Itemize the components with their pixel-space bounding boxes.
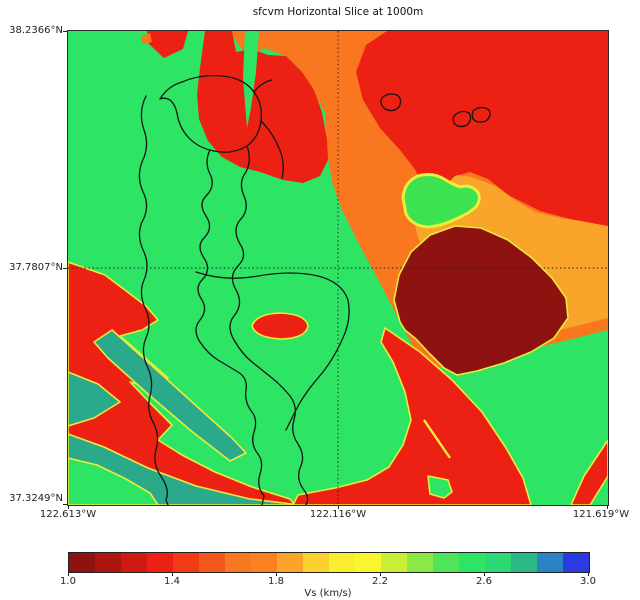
colorbar-tick-mark (276, 572, 277, 576)
region-southwest-red (68, 261, 296, 505)
region-top-red-patch (147, 31, 188, 58)
island-outline-3 (471, 106, 491, 123)
colorbar-segment (381, 553, 407, 572)
region-top-orange-sliver (141, 33, 152, 44)
colorbar-segment (563, 553, 589, 572)
region-green-corner (68, 457, 159, 505)
region-green-wedge (243, 31, 259, 128)
lon-tick-label-right: 121.619°W (572, 509, 630, 520)
region-center-red-band (292, 327, 532, 505)
colorbar-segment (147, 553, 173, 572)
colorbar-tick-label: 1.4 (164, 576, 180, 587)
island-outline-1 (380, 93, 402, 112)
coastline-bay-east-shore (229, 145, 309, 505)
y-tick-mid (63, 268, 67, 269)
colorbar-segment (407, 553, 433, 572)
coastline-northeast-hook (253, 79, 273, 93)
plot-title: sfcvm Horizontal Slice at 1000m (252, 6, 424, 18)
colorbar-segment (433, 553, 459, 572)
colorbar-tick-mark (172, 572, 173, 576)
yellow-slash-in-band (423, 419, 451, 459)
colorbar-tick-label: 2.6 (476, 576, 492, 587)
colorbar-segment (69, 553, 95, 572)
colorbar-tick-label: 1.0 (60, 576, 76, 587)
region-green-pocket (401, 173, 481, 229)
region-green-notch (427, 475, 453, 499)
x-tick-right (607, 505, 608, 509)
colorbar-segment (225, 553, 251, 572)
colorbar-segment (95, 553, 121, 572)
colorbar-segment (251, 553, 277, 572)
y-tick-top (63, 31, 67, 32)
colorbar-segment (277, 553, 303, 572)
region-dark-maroon-basin (393, 225, 569, 376)
coastline-south-bay-loop (195, 271, 350, 431)
x-tick-left (68, 505, 69, 509)
coastline-carquinez (260, 120, 284, 179)
colorbar-segment (303, 553, 329, 572)
colorbar-segment (329, 553, 355, 572)
colorbar-tick-mark (484, 572, 485, 576)
colorbar-tick-mark (380, 572, 381, 576)
lon-tick-label-left: 122.613°W (39, 509, 97, 520)
colorbar-gradient (68, 552, 590, 573)
region-teal-wedge-west (68, 371, 121, 427)
region-teal-band-main (93, 329, 247, 462)
colorbar-tick-label: 2.2 (372, 576, 388, 587)
region-san-pablo-red (197, 31, 328, 183)
colorbar-segment (511, 553, 537, 572)
lon-tick-label-mid: 122.116°W (309, 509, 367, 520)
colorbar-segment (459, 553, 485, 572)
colorbar-tick-mark (588, 572, 589, 576)
colorbar-segment (121, 553, 147, 572)
colorbar-segment (537, 553, 563, 572)
colorbar-axis-label: Vs (km/s) (304, 588, 352, 599)
colorbar-tick-label: 3.0 (580, 576, 596, 587)
island-outline-2 (452, 110, 472, 128)
x-tick-mid (338, 505, 339, 509)
colorbar-tick-mark (68, 572, 69, 576)
colorbar-segment (485, 553, 511, 572)
region-mid-red-blob (251, 312, 309, 340)
map-canvas (68, 31, 608, 505)
lat-tick-label-top: 38.2366°N (9, 25, 63, 36)
region-northeast-red (356, 31, 608, 226)
lat-tick-label-mid: 37.7807°N (9, 262, 63, 273)
colorbar-segment (355, 553, 381, 572)
colorbar-tick-label: 1.8 (268, 576, 284, 587)
colorbar-segment (199, 553, 225, 572)
y-tick-bottom (63, 504, 67, 505)
coastline-bay-west-shore (195, 149, 265, 505)
colorbar-segment (173, 553, 199, 572)
lat-tick-label-bottom: 37.3249°N (9, 493, 63, 504)
region-bottom-right-red-sliver (570, 439, 608, 505)
coastline-west-coast (138, 95, 169, 505)
